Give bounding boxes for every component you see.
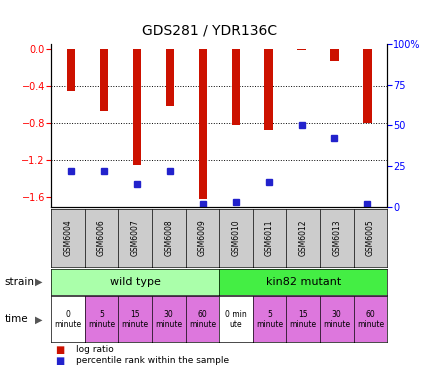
Bar — [330, 49, 339, 61]
Text: ▶: ▶ — [36, 314, 43, 324]
Text: 30
minute: 30 minute — [155, 310, 182, 329]
Text: GSM6011: GSM6011 — [265, 220, 274, 256]
Bar — [264, 49, 273, 130]
Text: GSM6005: GSM6005 — [366, 220, 375, 256]
Bar — [67, 49, 75, 92]
Bar — [100, 49, 108, 111]
Text: GSM6009: GSM6009 — [198, 220, 207, 256]
Text: 60
minute: 60 minute — [357, 310, 384, 329]
Bar — [297, 49, 306, 51]
Text: 30
minute: 30 minute — [323, 310, 350, 329]
Bar — [133, 49, 141, 165]
Text: ▶: ▶ — [36, 277, 43, 287]
Text: percentile rank within the sample: percentile rank within the sample — [76, 356, 229, 365]
Text: strain: strain — [4, 277, 34, 287]
Bar — [363, 49, 372, 123]
Text: GSM6010: GSM6010 — [231, 220, 240, 256]
Text: 60
minute: 60 minute — [189, 310, 216, 329]
Text: ■: ■ — [56, 344, 65, 355]
Text: 0
minute: 0 minute — [54, 310, 81, 329]
Text: wild type: wild type — [110, 277, 161, 287]
Text: 15
minute: 15 minute — [121, 310, 149, 329]
Text: 5
minute: 5 minute — [88, 310, 115, 329]
Text: GSM6004: GSM6004 — [64, 220, 73, 256]
Text: 5
minute: 5 minute — [256, 310, 283, 329]
Bar — [166, 49, 174, 106]
Text: GSM6012: GSM6012 — [299, 220, 307, 256]
Text: GSM6008: GSM6008 — [164, 220, 173, 256]
Text: 15
minute: 15 minute — [290, 310, 317, 329]
Text: GSM6007: GSM6007 — [131, 220, 140, 256]
Text: GDS281 / YDR136C: GDS281 / YDR136C — [142, 24, 277, 38]
Text: 0 min
ute: 0 min ute — [225, 310, 247, 329]
Bar — [198, 49, 207, 199]
Text: ■: ■ — [56, 355, 65, 366]
Text: time: time — [4, 314, 28, 324]
Text: GSM6006: GSM6006 — [97, 220, 106, 256]
Text: log ratio: log ratio — [76, 345, 113, 354]
Bar — [231, 49, 240, 125]
Text: kin82 mutant: kin82 mutant — [266, 277, 341, 287]
Text: GSM6013: GSM6013 — [332, 220, 341, 256]
